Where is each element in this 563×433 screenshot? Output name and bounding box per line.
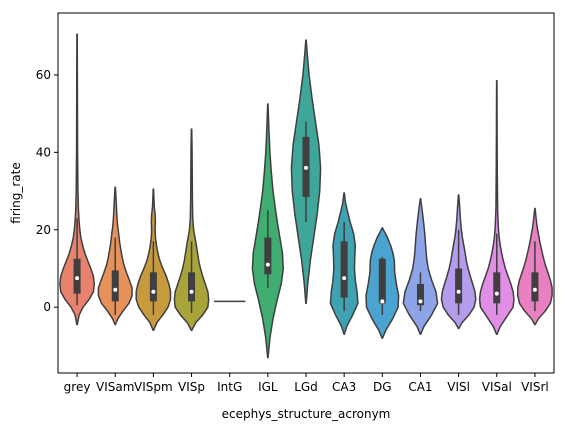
iqr-box-VISrl bbox=[531, 272, 539, 302]
median-point-LGd bbox=[304, 165, 308, 170]
median-point-VISl bbox=[456, 289, 461, 294]
x-tick-label: CA3 bbox=[332, 380, 356, 394]
x-tick-label: IntG bbox=[217, 380, 242, 394]
median-point-VISpm bbox=[151, 289, 156, 294]
violin-CA1 bbox=[402, 198, 439, 336]
median-point-IGL bbox=[265, 262, 270, 267]
y-tick-label: 20 bbox=[36, 223, 51, 237]
y-tick-label: 0 bbox=[43, 300, 51, 314]
iqr-box-IGL bbox=[264, 237, 272, 275]
median-point-CA3 bbox=[342, 276, 347, 281]
median-point-VISp bbox=[189, 289, 194, 294]
x-tick-label: VISl bbox=[447, 380, 470, 394]
x-axis: grey VISam VISpm VISp IntG IGL LGd CA3 DG CA1 VISl… bbox=[64, 373, 549, 394]
median-point-VISal bbox=[494, 291, 499, 296]
x-axis-label: ecephys_structure_acronym bbox=[222, 407, 391, 421]
iqr-box-CA1 bbox=[416, 283, 424, 306]
violin-grey bbox=[59, 33, 95, 326]
y-tick-label: 40 bbox=[36, 145, 51, 159]
x-tick-label: VISal bbox=[482, 380, 512, 394]
x-tick-label: VISp bbox=[178, 380, 205, 394]
violin-VISal bbox=[478, 79, 515, 336]
x-tick-label: grey bbox=[64, 380, 91, 394]
iqr-box-VISl bbox=[455, 268, 463, 304]
x-tick-label: CA1 bbox=[408, 380, 432, 394]
median-point-VISrl bbox=[532, 287, 537, 292]
y-tick-label: 60 bbox=[36, 68, 51, 82]
median-point-VISam bbox=[113, 287, 118, 292]
y-axis-label: firing_rate bbox=[9, 162, 23, 223]
iqr-box-VISp bbox=[188, 272, 196, 302]
iqr-box-VISam bbox=[111, 270, 119, 302]
x-tick-label: VISam bbox=[96, 380, 134, 394]
x-tick-label: VISpm bbox=[134, 380, 173, 394]
violin-VISp bbox=[173, 128, 210, 332]
iqr-box-VISpm bbox=[149, 272, 157, 302]
plot-area bbox=[59, 33, 553, 359]
x-tick-label: VISrl bbox=[521, 380, 549, 394]
iqr-box-VISal bbox=[493, 272, 501, 304]
median-point-DG bbox=[380, 299, 385, 304]
x-tick-label: LGd bbox=[294, 380, 318, 394]
y-axis: 0 20 40 60 bbox=[36, 68, 58, 314]
median-point-grey bbox=[75, 276, 80, 281]
x-tick-label: DG bbox=[373, 380, 392, 394]
iqr-box-DG bbox=[378, 258, 386, 304]
median-point-CA1 bbox=[418, 299, 423, 304]
x-tick-label: IGL bbox=[258, 380, 278, 394]
iqr-box-CA3 bbox=[340, 241, 348, 298]
